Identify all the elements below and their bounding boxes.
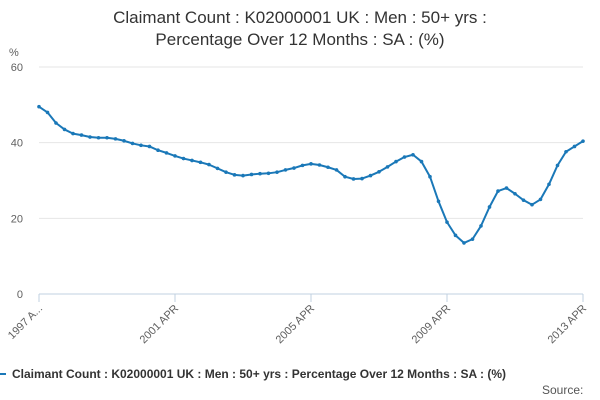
data-point[interactable] [394,159,398,164]
data-point[interactable] [343,174,347,179]
y-tick-label: 40 [11,138,23,150]
data-point[interactable] [555,163,560,168]
data-point[interactable] [37,104,41,109]
data-point[interactable] [215,166,220,171]
data-point[interactable] [283,168,288,172]
data-point[interactable] [113,137,118,141]
data-point[interactable] [453,233,458,238]
source-label: Source: [542,383,583,397]
data-point[interactable] [62,127,67,132]
y-tick-label: 20 [11,213,23,225]
data-point[interactable] [309,162,313,166]
data-point[interactable] [377,169,381,174]
data-point[interactable] [139,143,143,148]
data-point[interactable] [156,148,160,153]
data-point[interactable] [96,135,101,140]
x-tick-label: 2013 APR [546,303,590,347]
data-point[interactable] [275,170,279,174]
data-point[interactable] [402,155,407,159]
data-point[interactable] [54,121,58,125]
data-point[interactable] [385,165,390,169]
data-point[interactable] [445,220,449,224]
data-point[interactable] [266,171,271,176]
data-point[interactable] [368,173,373,178]
series-line [38,105,584,244]
data-point[interactable] [530,202,534,207]
data-point[interactable] [538,197,543,202]
data-point[interactable] [258,171,262,176]
data-point[interactable] [436,199,441,204]
x-tick-label: 2001 APR [138,303,182,347]
data-point[interactable] [190,158,194,163]
data-point[interactable] [198,160,203,165]
data-point[interactable] [351,177,356,181]
data-point[interactable] [130,141,135,146]
chart-title-line-2: Percentage Over 12 Months : SA : (%) [155,30,444,49]
data-point[interactable] [71,131,75,136]
data-point[interactable] [479,224,483,228]
data-point[interactable] [147,144,152,149]
data-point[interactable] [105,135,109,140]
data-point[interactable] [334,168,339,172]
data-point[interactable] [513,191,517,196]
data-point[interactable] [122,138,126,143]
data-point[interactable] [521,198,526,202]
x-tick-label: 1997 A... [6,303,45,342]
y-tick-label: 0 [17,289,23,301]
data-point[interactable] [547,182,551,187]
x-tick-label: 2005 APR [274,303,318,347]
data-point[interactable] [360,176,364,181]
data-point[interactable] [470,237,475,241]
data-point[interactable] [300,163,305,168]
data-point[interactable] [419,159,424,164]
y-axis-ticks: 0 20 40 60 [11,62,23,301]
data-point[interactable] [164,151,169,155]
y-tick-label: 60 [11,62,23,74]
data-point[interactable] [88,135,92,139]
data-point[interactable] [581,139,585,143]
data-point[interactable] [572,144,577,149]
data-point[interactable] [462,241,466,245]
data-point[interactable] [428,174,432,179]
legend[interactable]: Claimant Count : K02000001 UK : Men : 50… [0,367,506,381]
chart-title-line-1: Claimant Count : K02000001 UK : Men : 50… [113,8,487,27]
data-point[interactable] [181,156,186,161]
data-point[interactable] [207,162,211,167]
x-axis-ticks: 1997 A... 2001 APR 2005 APR 2009 APR 2013 AP… [6,294,589,346]
data-point[interactable] [487,205,492,209]
plot-area [37,104,585,245]
legend-item-label[interactable]: Claimant Count : K02000001 UK : Men : 50… [12,367,506,381]
data-point[interactable] [173,154,177,158]
data-point[interactable] [504,186,509,190]
data-point[interactable] [496,189,500,193]
data-point[interactable] [411,152,415,157]
data-point[interactable] [241,173,245,178]
data-point[interactable] [224,170,228,174]
x-tick-label: 2009 APR [410,303,454,347]
data-point[interactable] [564,149,568,154]
gridlines [39,66,583,295]
data-point[interactable] [79,133,84,137]
y-axis-unit-label: % [9,47,19,59]
data-point[interactable] [317,163,322,167]
data-point[interactable] [292,166,296,170]
data-point[interactable] [249,172,254,177]
data-point[interactable] [45,110,50,115]
data-point[interactable] [326,165,330,170]
data-point[interactable] [232,173,237,177]
